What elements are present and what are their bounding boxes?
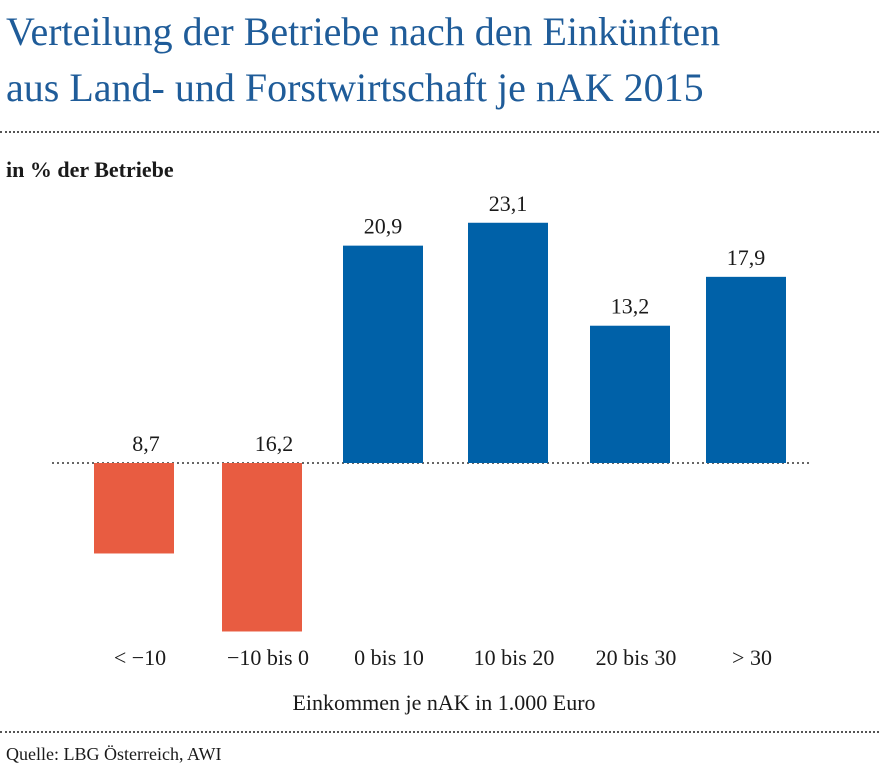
category-label-0: < −10 bbox=[114, 645, 166, 670]
category-label-3: 10 bis 20 bbox=[474, 645, 555, 670]
bar-5 bbox=[706, 276, 786, 463]
category-label-2: 0 bis 10 bbox=[354, 645, 424, 670]
bar-value-label-1: 16,2 bbox=[255, 431, 294, 456]
y-axis-unit-label: in % der Betriebe bbox=[6, 157, 174, 182]
bar-2 bbox=[343, 245, 423, 463]
category-label-5: > 30 bbox=[732, 645, 772, 670]
bar-chart: 8,7 < −10 16,2 −10 bis 0 20,9 0 bis 10 23,1 10 … bbox=[52, 191, 810, 715]
bottom-divider bbox=[0, 731, 879, 733]
chart-marks: 8,7 < −10 16,2 −10 bis 0 20,9 0 bis 10 23,1 10 … bbox=[52, 191, 810, 670]
top-divider bbox=[0, 131, 879, 133]
category-label-4: 20 bis 30 bbox=[596, 645, 677, 670]
source-note: Quelle: LBG Österreich, AWI bbox=[6, 744, 222, 764]
bar-value-label-0: 8,7 bbox=[132, 431, 160, 456]
chart-title: Verteilung der Betriebe nach den Einkünf… bbox=[6, 4, 876, 116]
bar-4 bbox=[590, 325, 670, 463]
bar-value-label-2: 20,9 bbox=[364, 214, 403, 239]
x-axis-title: Einkommen je nAK in 1.000 Euro bbox=[292, 690, 595, 715]
bar-1 bbox=[222, 463, 302, 632]
title-line-1: Verteilung der Betriebe nach den Einkünf… bbox=[6, 9, 721, 54]
category-label-1: −10 bis 0 bbox=[227, 645, 309, 670]
bar-3 bbox=[468, 222, 548, 463]
bar-value-label-4: 13,2 bbox=[611, 294, 650, 319]
bar-value-label-3: 23,1 bbox=[489, 191, 528, 216]
title-line-2: aus Land- und Forstwirtschaft je nAK 201… bbox=[6, 65, 704, 110]
bar-0 bbox=[94, 463, 174, 554]
bar-value-label-5: 17,9 bbox=[727, 245, 766, 270]
